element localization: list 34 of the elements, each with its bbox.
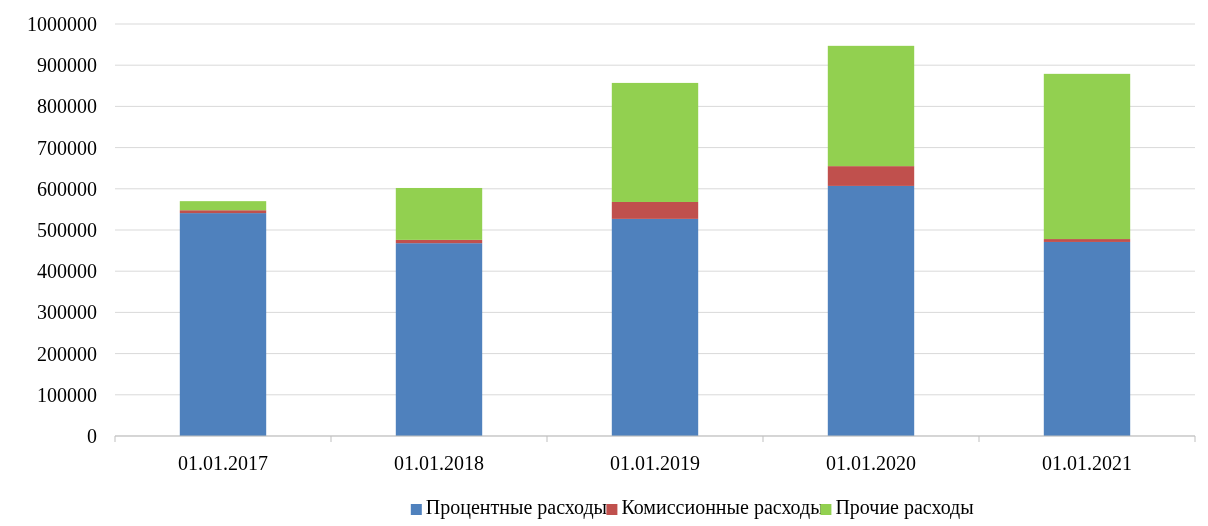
bar bbox=[179, 201, 267, 211]
bar bbox=[395, 187, 483, 240]
bar bbox=[1043, 73, 1131, 240]
y-tick-label: 1000000 bbox=[27, 13, 97, 35]
y-tick-label: 600000 bbox=[37, 177, 97, 200]
y-tick-label: 200000 bbox=[37, 342, 97, 365]
bar bbox=[611, 82, 699, 202]
x-tick-label: 01.01.2017 bbox=[178, 452, 268, 474]
legend-label: Комиссионные расходы bbox=[621, 496, 824, 519]
bar bbox=[1043, 241, 1131, 436]
y-tick-label: 900000 bbox=[37, 54, 97, 77]
bar bbox=[827, 45, 915, 167]
y-tick-label: 500000 bbox=[37, 219, 97, 241]
x-tick-label: 01.01.2019 bbox=[610, 452, 700, 474]
y-tick-label: 400000 bbox=[37, 260, 97, 283]
x-tick-label: 01.01.2021 bbox=[1042, 452, 1132, 474]
y-tick-label: 800000 bbox=[37, 95, 97, 118]
bar bbox=[179, 210, 267, 214]
bar bbox=[179, 213, 267, 436]
y-tick-label: 0 bbox=[87, 425, 97, 447]
bar bbox=[395, 243, 483, 436]
y-tick-label: 100000 bbox=[37, 383, 97, 406]
legend-label: Процентные расходы bbox=[425, 496, 608, 519]
bar bbox=[827, 185, 915, 436]
y-tick-label: 300000 bbox=[37, 301, 97, 324]
bar bbox=[1043, 239, 1131, 242]
bar bbox=[395, 239, 483, 244]
bar bbox=[611, 218, 699, 436]
x-tick-label: 01.01.2020 bbox=[826, 452, 916, 474]
legend-label: Прочие расходы bbox=[835, 496, 974, 519]
bar bbox=[827, 166, 915, 186]
bar bbox=[611, 201, 699, 219]
y-tick-label: 700000 bbox=[37, 136, 97, 159]
x-tick-label: 01.01.2018 bbox=[394, 452, 484, 474]
